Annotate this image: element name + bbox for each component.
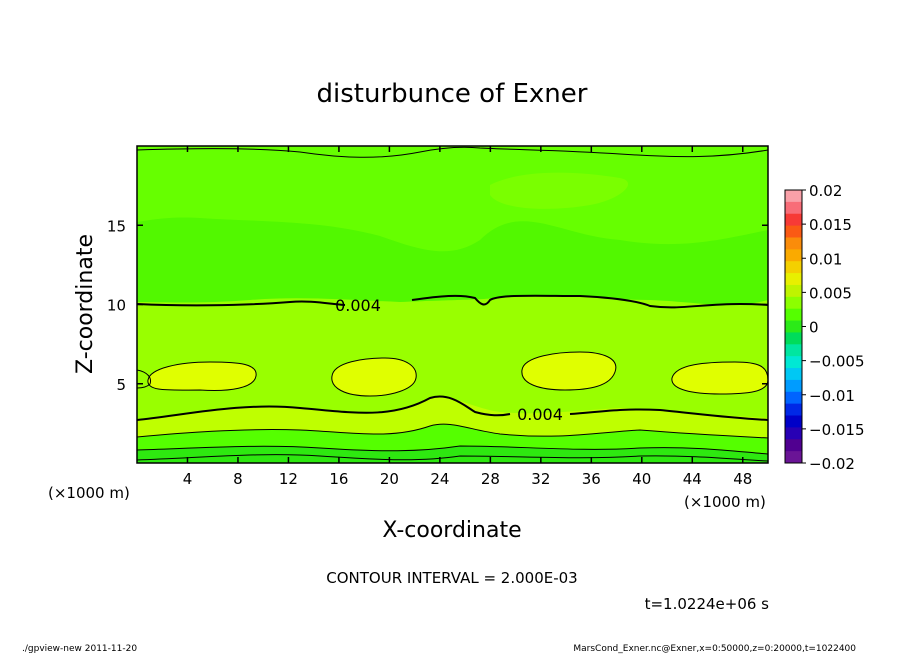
colorbar-swatch <box>785 237 802 250</box>
colorbar-swatch <box>785 284 802 298</box>
x-tick-label: 24 <box>430 470 449 488</box>
colorbar-label: 0.005 <box>809 284 852 302</box>
colorbar-swatch <box>785 296 802 310</box>
colorbar-swatch <box>785 213 802 227</box>
x-tick-label: 40 <box>632 470 651 488</box>
contour-interval: CONTOUR INTERVAL = 2.000E-03 <box>326 569 577 587</box>
y-tick-label: 15 <box>107 217 126 235</box>
colorbar-swatch <box>785 439 802 452</box>
x-tick-label: 4 <box>183 470 193 488</box>
colorbar-label: 0.015 <box>809 216 852 234</box>
contour-fills <box>137 146 768 463</box>
colorbar-swatch <box>785 201 802 215</box>
colorbar-swatch <box>785 225 802 238</box>
y-tick-label: 5 <box>116 376 126 394</box>
contour-left-edge <box>137 369 151 389</box>
contour-label-lower: 0.004 <box>517 405 563 424</box>
contour-yellow-2 <box>331 357 417 397</box>
contour-lower-2 <box>137 423 768 439</box>
contour-upper-0004 <box>137 294 768 309</box>
colorbar-label: −0.005 <box>809 353 865 371</box>
colorbar-swatch <box>785 427 802 440</box>
colorbar-swatch <box>785 190 802 203</box>
x-unit-left: (×1000 m) <box>48 484 130 502</box>
colorbar-swatch <box>785 379 802 393</box>
x-tick-label: 32 <box>531 470 550 488</box>
colorbar-label: −0.02 <box>809 455 855 473</box>
lower-dark-green-fill <box>137 446 768 463</box>
footer-left: ./gpview-new 2011-11-20 <box>22 644 137 654</box>
colorbar-swatch <box>785 356 802 369</box>
x-tick-label: 36 <box>582 470 601 488</box>
colorbar-swatch <box>785 249 802 262</box>
upper-pale-patch <box>490 172 629 209</box>
y-tick-label: 10 <box>107 297 126 315</box>
contour-label-group: 0.004 0.004 <box>335 296 563 424</box>
x-tick-label: 44 <box>683 470 702 488</box>
contour-yellow-1 <box>147 361 257 391</box>
x-tick-label: 28 <box>481 470 500 488</box>
yellow-max-3 <box>521 352 616 390</box>
x-tick-label: 48 <box>733 470 752 488</box>
upper-top-fill <box>137 146 768 252</box>
time-label: t=1.0224e+06 s <box>645 595 770 613</box>
contour-lower-0004 <box>137 395 768 421</box>
colorbar-swatch <box>785 344 802 357</box>
colorbar-swatch <box>785 415 802 428</box>
contour-yellow-3 <box>521 351 617 391</box>
colorbar-label: 0 <box>809 319 819 337</box>
colorbar-swatch <box>785 308 802 322</box>
colorbar-swatch <box>785 368 802 381</box>
colorbar-swatch <box>785 273 802 286</box>
contour-upper-top <box>137 146 768 158</box>
colorbar-label: 0.02 <box>809 182 842 200</box>
yellow-max-1 <box>147 362 257 391</box>
colorbar-swatch <box>785 403 802 417</box>
y-axis: 5 10 15 <box>107 217 768 394</box>
x-axis: 4 8 12 16 20 24 28 32 36 40 44 48 <box>183 146 752 488</box>
x-unit-right: (×1000 m) <box>684 493 766 511</box>
colorbar-label: 0.01 <box>809 250 842 268</box>
colorbar-label: −0.015 <box>809 421 865 439</box>
colorbar-swatch <box>785 261 802 274</box>
contour-lower-3 <box>137 445 768 455</box>
x-tick-label: 12 <box>279 470 298 488</box>
contour-lower-4 <box>137 454 768 462</box>
colorbar-swatch <box>785 320 802 333</box>
colorbar: 0.02 0.015 0.01 0.005 0 −0.005 −0.01 −0.015 −0.0… <box>784 182 865 473</box>
x-axis-title: X-coordinate <box>382 518 521 543</box>
x-tick-label: 16 <box>329 470 348 488</box>
x-tick-label: 8 <box>233 470 243 488</box>
x-tick-label: 20 <box>380 470 399 488</box>
colorbar-swatch <box>785 391 802 405</box>
contour-label-upper: 0.004 <box>335 296 381 315</box>
footer-right: MarsCond_Exner.nc@Exner,x=0:50000,z=0:20… <box>573 644 856 654</box>
contour-lines <box>137 146 768 462</box>
chart-title: disturbunce of Exner <box>317 79 588 109</box>
colorbar-label: −0.01 <box>809 387 855 405</box>
y-axis-title: Z-coordinate <box>73 234 98 374</box>
yellow-max-4 <box>671 362 768 394</box>
colorbar-swatch <box>785 451 802 464</box>
yellow-max-2 <box>331 358 417 396</box>
colorbar-swatch <box>785 332 802 345</box>
